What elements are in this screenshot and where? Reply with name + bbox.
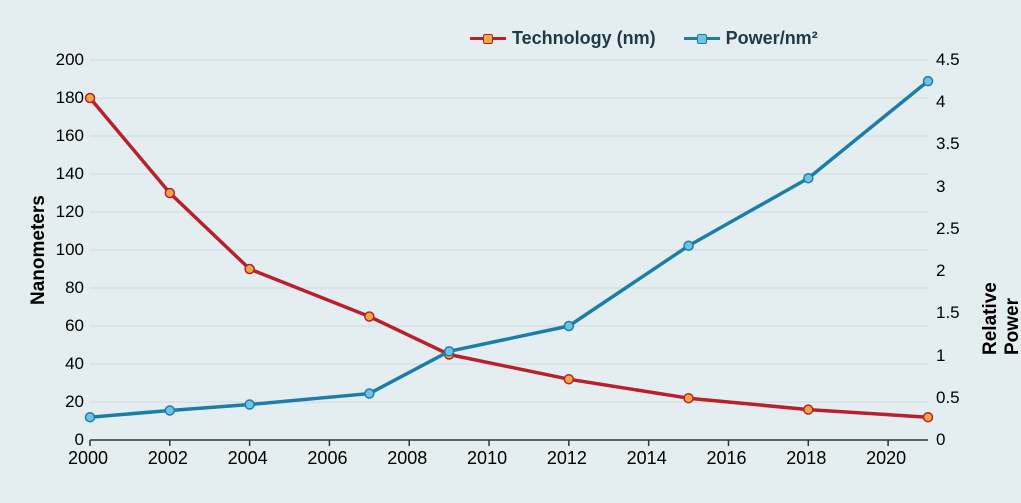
chart-svg xyxy=(0,0,1021,503)
y-left-tick: 140 xyxy=(56,164,84,184)
y-axis-left-label: Nanometers xyxy=(28,195,50,305)
legend-label: Technology (nm) xyxy=(512,28,656,49)
y-right-tick: 1.5 xyxy=(936,303,960,323)
x-tick: 2018 xyxy=(786,448,826,469)
x-tick: 2012 xyxy=(547,448,587,469)
y-axis-right-label: Relative Power per nm² xyxy=(980,282,1021,355)
y-right-tick: 2.5 xyxy=(936,219,960,239)
x-tick: 2002 xyxy=(148,448,188,469)
y-right-tick: 0.5 xyxy=(936,388,960,408)
y-right-tick: 1 xyxy=(936,346,945,366)
y-right-tick: 4.5 xyxy=(936,50,960,70)
y-left-tick: 120 xyxy=(56,202,84,222)
legend-label: Power/nm² xyxy=(726,28,818,49)
x-tick: 2000 xyxy=(68,448,108,469)
legend-swatch xyxy=(470,32,506,46)
legend-item: Technology (nm) xyxy=(470,28,656,49)
y-left-tick: 20 xyxy=(65,392,84,412)
y-right-tick: 2 xyxy=(936,261,945,281)
x-tick: 2014 xyxy=(627,448,667,469)
x-tick: 2006 xyxy=(307,448,347,469)
y-left-tick: 160 xyxy=(56,126,84,146)
chart-container: Technology (nm) Power/nm² Nanometers Rela… xyxy=(0,0,1021,503)
legend-swatch xyxy=(684,32,720,46)
x-tick: 2008 xyxy=(387,448,427,469)
y-left-tick: 40 xyxy=(65,354,84,374)
y-left-tick: 180 xyxy=(56,88,84,108)
y-left-tick: 0 xyxy=(75,430,84,450)
x-tick: 2004 xyxy=(228,448,268,469)
y-left-tick: 60 xyxy=(65,316,84,336)
y-right-tick: 3.5 xyxy=(936,134,960,154)
y-left-tick: 100 xyxy=(56,240,84,260)
x-tick: 2020 xyxy=(866,448,906,469)
y-left-tick: 80 xyxy=(65,278,84,298)
y-right-tick: 4 xyxy=(936,92,945,112)
y-left-tick: 200 xyxy=(56,50,84,70)
y-right-tick: 0 xyxy=(936,430,945,450)
legend-item: Power/nm² xyxy=(684,28,818,49)
chart-legend: Technology (nm) Power/nm² xyxy=(470,28,818,49)
x-tick: 2010 xyxy=(467,448,507,469)
y-right-tick: 3 xyxy=(936,177,945,197)
x-tick: 2016 xyxy=(706,448,746,469)
